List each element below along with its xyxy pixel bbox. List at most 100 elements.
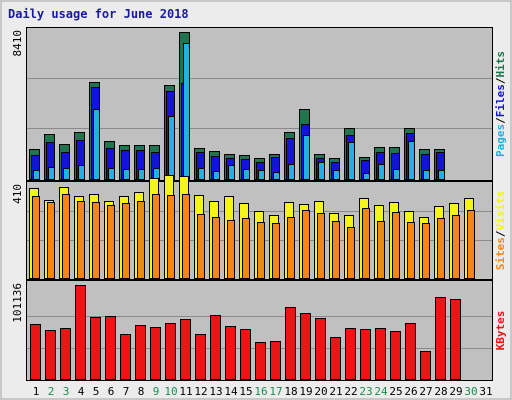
pages-bar xyxy=(213,171,220,180)
day-label: 19 xyxy=(299,385,312,398)
pages-bar xyxy=(408,141,415,180)
sites-bar xyxy=(92,202,100,279)
day-label: 7 xyxy=(123,385,130,398)
pages-bar xyxy=(183,43,190,180)
kbytes-bar xyxy=(210,315,221,380)
sites-bar xyxy=(347,227,355,279)
kbytes-bar xyxy=(285,307,296,380)
kbytes-bar xyxy=(75,285,86,380)
day-label: 9 xyxy=(153,385,160,398)
day-axis: 1 2 3 4 5 6 7 8 9 10 11 12 13 14 15 16 17 18 19 20 21 22 23 24 2… xyxy=(33,385,493,398)
day-label: 30 xyxy=(464,385,477,398)
sites-bar xyxy=(77,201,85,279)
pages-bar xyxy=(48,167,55,180)
day-label: 29 xyxy=(449,385,462,398)
sites-bar xyxy=(32,196,40,279)
legend-visits: Visits xyxy=(494,191,507,231)
visits-legend-separator: / xyxy=(494,230,507,237)
kbytes-bar xyxy=(105,316,116,380)
sites-bar xyxy=(167,195,175,279)
sites-bar xyxy=(257,222,265,279)
panels: 8410Pages/Files/Hits410Sites/Visits10113… xyxy=(11,27,507,381)
kbytes-bar xyxy=(330,337,341,380)
pages-bar xyxy=(363,173,370,180)
kbytes-bar xyxy=(360,329,371,380)
kbytes-bar xyxy=(165,323,176,380)
sites-bar xyxy=(422,223,430,279)
legend-kbytes: KBytes xyxy=(494,311,507,351)
kbytes-bar xyxy=(135,325,146,380)
day-label: 24 xyxy=(374,385,388,398)
pages-bar xyxy=(288,164,295,180)
kbytes-bar xyxy=(90,317,101,380)
pages-bar xyxy=(78,165,85,180)
kbytes-bar xyxy=(240,329,251,380)
day-label: 8 xyxy=(138,385,145,398)
pages-bar xyxy=(93,109,100,180)
kbytes-bar xyxy=(390,331,401,380)
sites-bar xyxy=(182,194,190,279)
pages-bar xyxy=(273,172,280,180)
day-label: 1 xyxy=(33,385,40,398)
day-label: 18 xyxy=(284,385,297,398)
chart-title: Daily usage for June 2018 xyxy=(8,7,189,21)
sites-bar xyxy=(362,208,370,279)
pages-bar xyxy=(243,169,250,180)
kbytes-bar xyxy=(300,313,311,380)
day-label: 27 xyxy=(419,385,432,398)
day-label: 25 xyxy=(389,385,402,398)
kbytes-ymax-label: 101136 xyxy=(11,283,24,323)
pages-bar xyxy=(33,170,40,180)
kbytes-bar xyxy=(60,328,71,380)
pages-bar xyxy=(228,165,235,180)
day-label: 28 xyxy=(434,385,447,398)
kbytes-bar xyxy=(420,351,431,380)
sites-bar xyxy=(332,221,340,279)
kbytes-bar xyxy=(315,318,326,380)
hits-ymax-label: 8410 xyxy=(11,30,24,57)
pages-bar xyxy=(198,168,205,180)
sites-bar xyxy=(227,220,235,279)
sites-bar xyxy=(287,217,295,279)
day-label: 10 xyxy=(164,385,177,398)
pages-bar xyxy=(168,116,175,180)
legend-hits: Hits xyxy=(494,51,507,78)
day-label: 23 xyxy=(359,385,372,398)
visits-ymax-label: 410 xyxy=(11,184,24,204)
pages-bar xyxy=(333,170,340,180)
kbytes-bar xyxy=(180,319,191,380)
pages-bar xyxy=(123,169,130,180)
pages-bar xyxy=(303,135,310,180)
pages-bar xyxy=(318,162,325,180)
kbytes-bar xyxy=(30,324,41,380)
kbytes-legend: KBytes xyxy=(494,311,507,351)
sites-bar xyxy=(242,218,250,279)
day-label: 15 xyxy=(239,385,252,398)
day-label: 22 xyxy=(344,385,357,398)
sites-bar xyxy=(152,194,160,279)
kbytes-bar xyxy=(450,299,461,380)
kbytes-bar xyxy=(45,330,56,380)
pages-bar xyxy=(63,168,70,180)
sites-bar xyxy=(467,210,475,279)
visits-legend: Sites/Visits xyxy=(494,191,507,271)
pages-bar xyxy=(348,142,355,180)
sites-bar xyxy=(62,194,70,279)
day-label: 11 xyxy=(179,385,192,398)
day-label: 6 xyxy=(108,385,115,398)
kbytes-bar xyxy=(405,323,416,380)
pages-bar xyxy=(438,170,445,180)
sites-bar xyxy=(107,205,115,279)
day-label: 2 xyxy=(48,385,55,398)
sites-bar xyxy=(392,212,400,279)
sites-bar xyxy=(317,213,325,279)
sites-bar xyxy=(47,202,55,279)
sites-bar xyxy=(407,222,415,279)
sites-bar xyxy=(122,203,130,279)
kbytes-bar xyxy=(435,297,446,380)
sites-bar xyxy=(302,210,310,279)
pages-bar xyxy=(153,168,160,180)
hits-legend-separator: / xyxy=(494,117,507,124)
day-label: 13 xyxy=(209,385,222,398)
